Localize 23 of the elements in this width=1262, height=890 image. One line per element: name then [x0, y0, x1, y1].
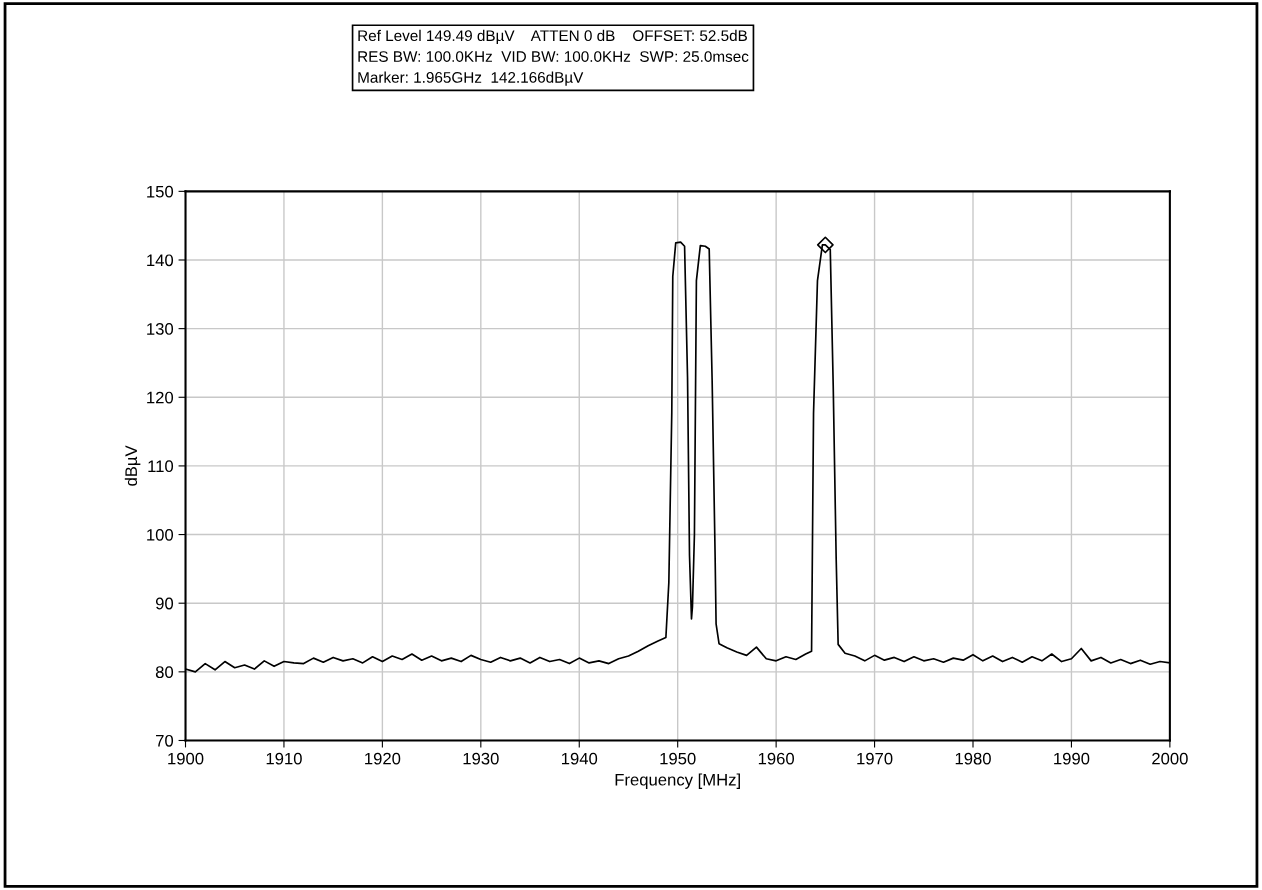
x-tick-label: 1930 [463, 752, 499, 765]
x-tick-label: 1990 [1054, 752, 1090, 765]
y-tick-label: 110 [148, 460, 174, 473]
y-tick-label: 70 [156, 734, 174, 747]
x-tick-label: 1950 [660, 752, 696, 765]
x-tick-label: 1940 [561, 752, 598, 765]
x-tick-label: 1900 [168, 752, 204, 765]
x-tick-label: 1910 [266, 752, 302, 765]
y-tick-label: 100 [147, 528, 174, 541]
y-tick-label: 120 [147, 391, 174, 404]
y-tick-label: 140 [147, 254, 174, 267]
x-tick-label: 1920 [365, 752, 401, 765]
x-tick-label: 1970 [857, 752, 893, 765]
y-axis-title: dBµV [124, 445, 141, 486]
y-tick-label: 90 [155, 597, 174, 610]
x-tick-label: 1960 [758, 752, 795, 765]
y-tick-label: 80 [155, 666, 174, 679]
text: Ref Level 149.49 dBµV ATTEN 0 dB OFFSET: 52.5dB RES BW: 100.0KHz VID BW: 100.0KHz SWP: 25.0msec Marker: 1.965GHz 142.166dBµV [358, 29, 749, 86]
y-tick-label: 130 [147, 323, 174, 335]
x-tick-label: 1980 [955, 752, 991, 765]
x-axis-title: Frequency [MHz] [615, 773, 740, 789]
y-tick-label: 150 [147, 185, 174, 198]
x-tick-label: 2000 [1152, 752, 1188, 765]
